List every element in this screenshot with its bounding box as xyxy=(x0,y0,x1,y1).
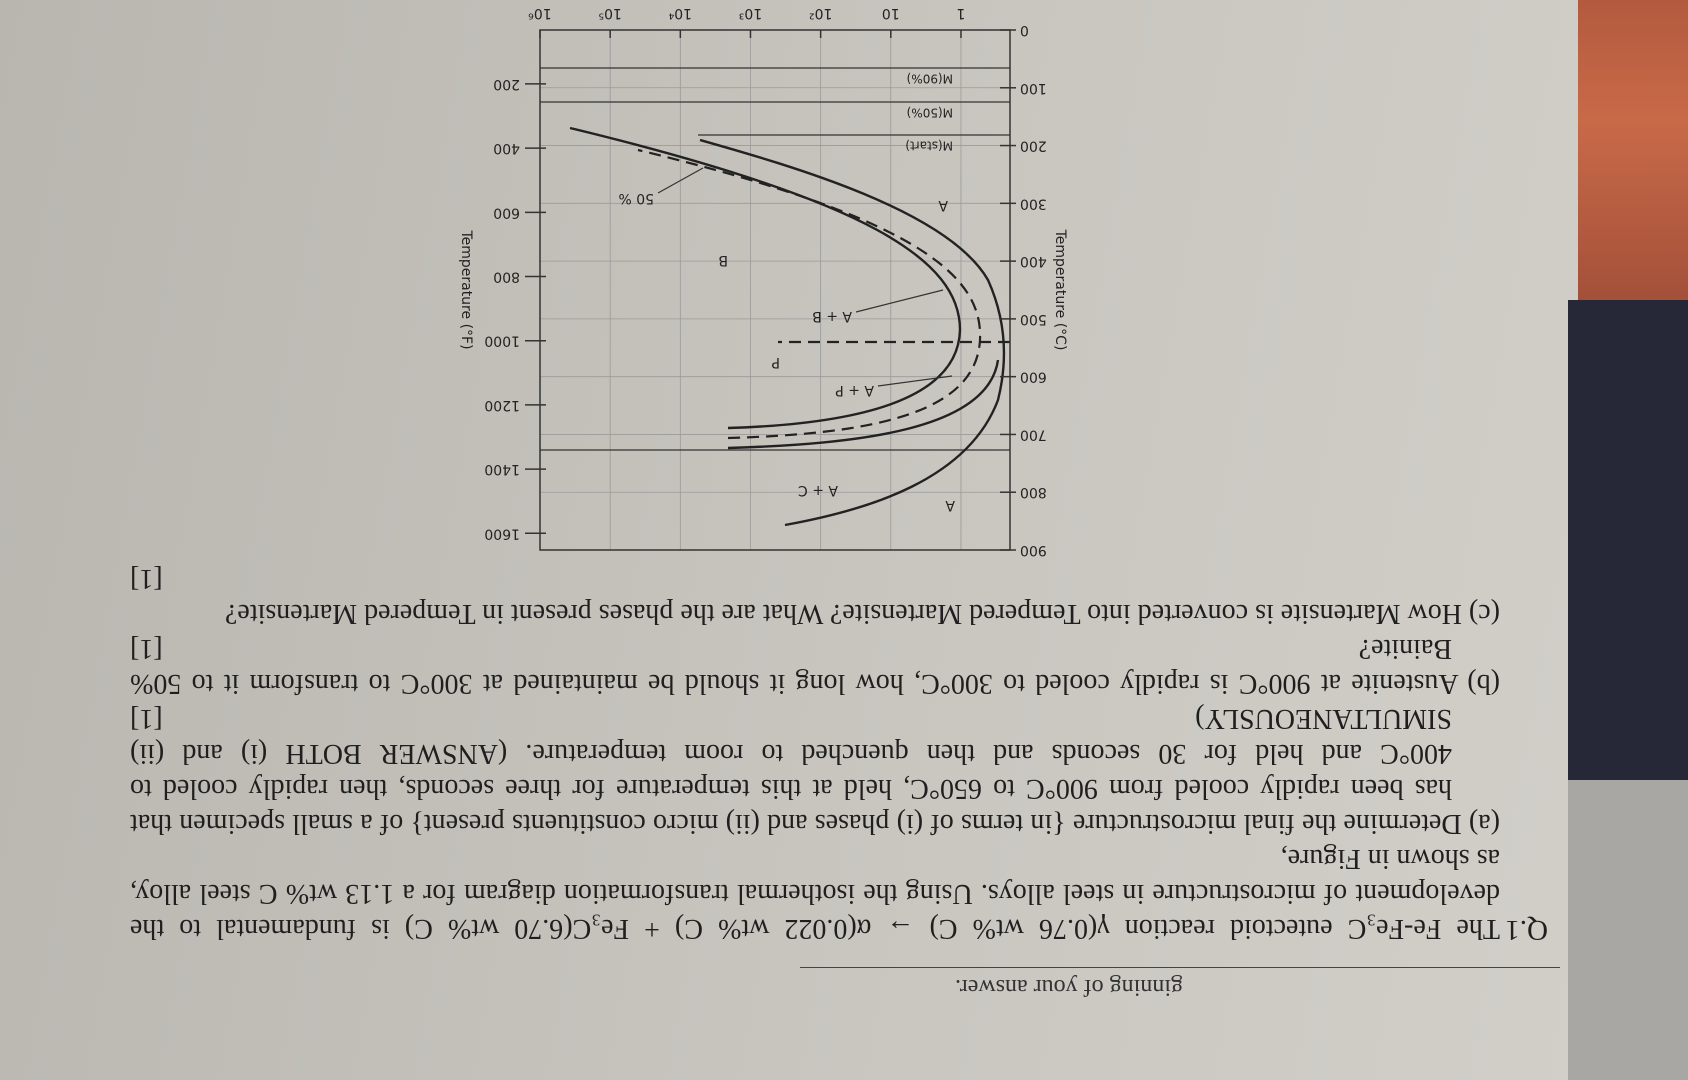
region-label: M(start) xyxy=(905,139,953,153)
y-tick-label: 0 xyxy=(1020,22,1029,38)
region-label: M(50%) xyxy=(907,106,953,120)
region-label: A xyxy=(938,197,948,213)
region-label: A + B xyxy=(812,308,852,324)
region-label: 50 % xyxy=(618,190,654,206)
y2-tick-label: 200 xyxy=(493,76,520,92)
y-tick-label: 600 xyxy=(1020,369,1047,385)
y-tick-label: 800 xyxy=(1020,484,1047,500)
x-tick-label: 10⁶ xyxy=(528,5,552,21)
y2-tick-label: 800 xyxy=(493,269,520,285)
x-tick-label: 10³ xyxy=(739,5,762,21)
y-tick-label: 400 xyxy=(1020,253,1047,269)
leader-line xyxy=(877,375,953,387)
y-tick-label: 700 xyxy=(1020,426,1047,442)
y2-tick-label: 1000 xyxy=(484,333,520,349)
finish-curve xyxy=(569,126,962,430)
x-tick-label: 10² xyxy=(809,5,832,21)
y2-tick-label: 1400 xyxy=(484,461,520,477)
region-label: B xyxy=(718,252,728,268)
x-tick-label: 10⁴ xyxy=(668,5,692,21)
y2-tick-label: 600 xyxy=(493,204,520,220)
y-tick-label: 100 xyxy=(1020,80,1047,96)
y2-tick-label: 400 xyxy=(493,140,520,156)
x-tick-label: 10 xyxy=(882,5,900,21)
y-tick-label: 500 xyxy=(1020,311,1047,327)
y-tick-label: 300 xyxy=(1020,195,1047,211)
y-tick-label: 900 xyxy=(1020,542,1047,558)
y2-axis-title: Temperature (°F) xyxy=(458,229,474,349)
y2-tick-label: 1600 xyxy=(484,525,520,541)
y-axis-title: Temperature (°C) xyxy=(1052,229,1068,351)
region-label: P xyxy=(772,354,780,370)
fifty-percent-curve xyxy=(637,148,982,440)
region-label: A + C xyxy=(798,482,838,498)
y-tick-label: 200 xyxy=(1020,138,1047,154)
y2-tick-label: 1200 xyxy=(484,397,520,413)
region-label: A xyxy=(945,497,955,513)
x-tick-label: 1 xyxy=(956,5,965,21)
plot-frame xyxy=(539,29,1011,551)
leader-line xyxy=(855,289,944,313)
region-label: M(90%) xyxy=(907,72,953,86)
region-label: A + P xyxy=(835,382,874,398)
x-tick-label: 10⁵ xyxy=(598,5,621,21)
leader-line xyxy=(657,167,704,194)
start-curve xyxy=(699,138,1006,527)
start-curve-upper xyxy=(727,359,1000,450)
